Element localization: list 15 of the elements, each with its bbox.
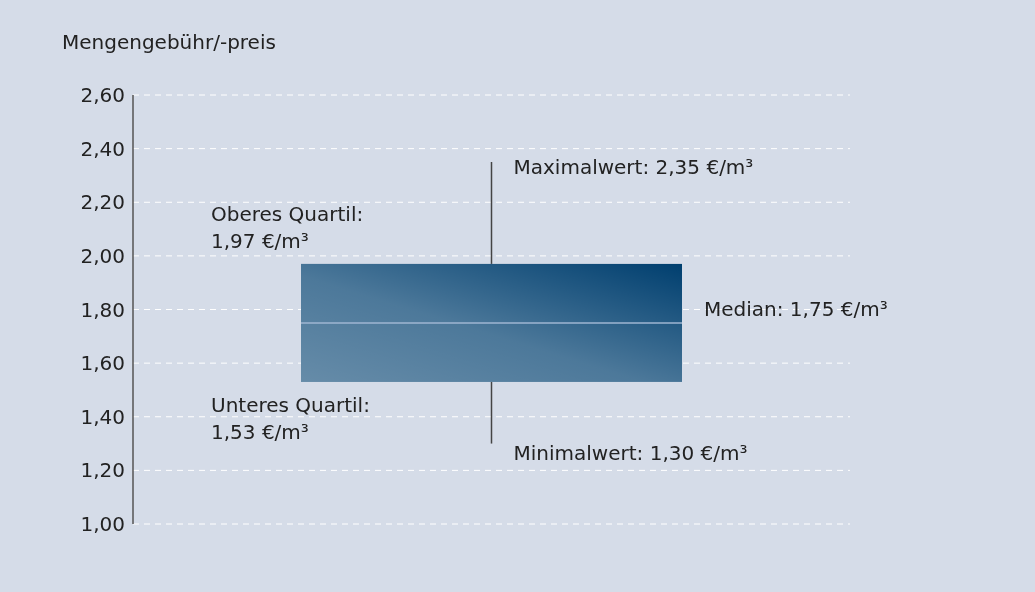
annotation: Oberes Quartil: 1,97 €/m³ <box>211 201 364 253</box>
chart-title: Mengengebühr/-preis <box>62 30 276 54</box>
y-tick-label: 1,60 <box>80 351 125 376</box>
y-tick-label: 1,40 <box>80 404 125 429</box>
y-tick-label: 1,20 <box>80 458 125 483</box>
y-tick-label: 2,20 <box>80 190 125 215</box>
y-tick-label: 1,80 <box>80 297 125 322</box>
annotation: Unteres Quartil: 1,53 €/m³ <box>211 392 370 444</box>
y-tick-label: 1,00 <box>80 512 125 537</box>
y-tick-label: 2,40 <box>80 136 125 161</box>
annotation: Maximalwert: 2,35 €/m³ <box>513 155 754 180</box>
annotation: Median: 1,75 €/m³ <box>704 296 888 321</box>
y-tick-label: 2,00 <box>80 243 125 268</box>
annotation: Minimalwert: 1,30 €/m³ <box>513 440 748 465</box>
y-tick-label: 2,60 <box>80 83 125 108</box>
